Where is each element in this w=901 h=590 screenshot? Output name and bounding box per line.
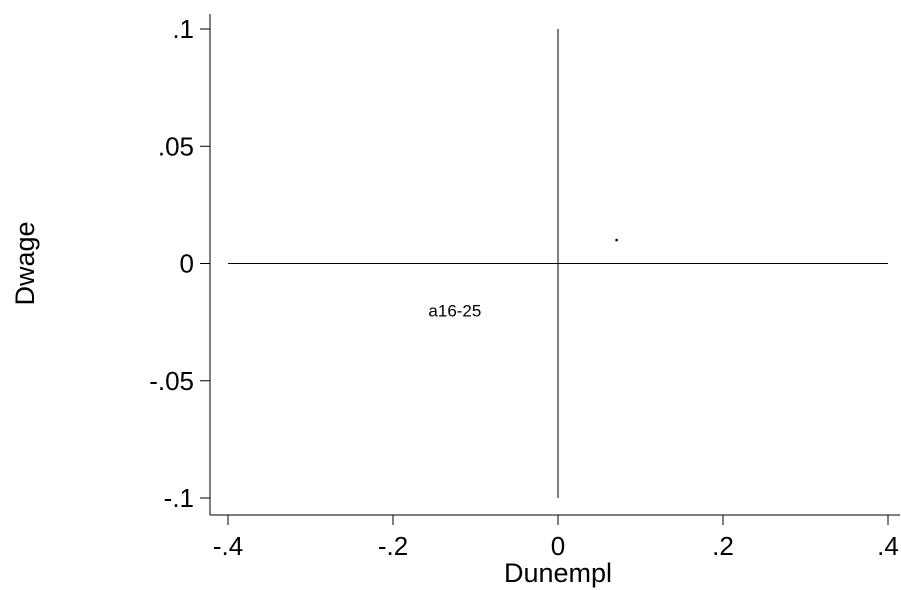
annotations: a16-25 (428, 301, 481, 320)
reference-lines (228, 29, 888, 498)
annotation-label: a16-25 (428, 301, 481, 320)
x-tick-label: -.4 (213, 531, 243, 561)
y-tick-label: .1 (172, 14, 194, 44)
x-tick-label: .4 (877, 531, 899, 561)
x-tick-label: 0 (551, 531, 565, 561)
x-axis-title: Dunempl (504, 558, 612, 588)
x-tick-label: -.2 (378, 531, 408, 561)
data-points (615, 238, 618, 242)
x-axis-ticks: -.4 -.2 0 .2 .4 (213, 515, 899, 561)
y-tick-label: 0 (180, 249, 194, 279)
y-axis-title: Dwage (10, 221, 40, 305)
y-tick-label: -.1 (164, 483, 194, 513)
y-tick-label: -.05 (149, 366, 194, 396)
y-tick-label: .05 (158, 131, 194, 161)
y-axis-ticks: .1 .05 0 -.05 -.1 (149, 14, 210, 513)
data-point (615, 238, 618, 242)
x-tick-label: .2 (712, 531, 734, 561)
